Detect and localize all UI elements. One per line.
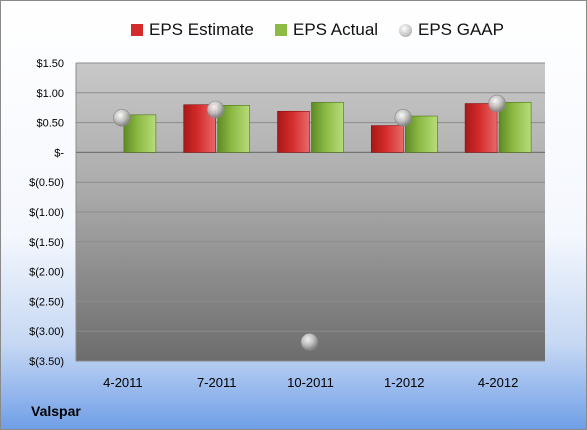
y-tick-label: $1.00 <box>36 88 64 100</box>
y-tick-label: $(2.00) <box>29 267 64 279</box>
y-tick-label: $(1.50) <box>29 237 64 249</box>
x-tick-label: 7-2011 <box>197 375 237 390</box>
marker-eps-gaap <box>394 109 413 127</box>
company-name: Valspar <box>31 403 81 419</box>
bar-eps-actual <box>311 102 344 153</box>
y-tick-label: $1.50 <box>36 58 64 70</box>
legend-swatch-estimate <box>131 24 143 36</box>
y-tick-label: $0.50 <box>36 118 64 130</box>
legend-label-gaap: EPS GAAP <box>418 20 504 39</box>
y-tick-label: $(3.50) <box>29 356 64 368</box>
y-tick-label: $(0.50) <box>29 177 64 189</box>
x-tick-label: 1-2012 <box>384 375 424 390</box>
legend-item-eps-gaap: EPS GAAP <box>399 17 504 43</box>
y-tick-label: $- <box>54 147 64 159</box>
legend-label-actual: EPS Actual <box>293 20 379 39</box>
x-tick-label: 10-2011 <box>287 375 334 390</box>
y-tick-label: $(1.00) <box>29 207 64 219</box>
legend-marker-gaap <box>399 23 412 37</box>
marker-eps-gaap <box>300 333 319 351</box>
y-tick-label: $(3.00) <box>29 326 64 338</box>
legend-label-estimate: EPS Estimate <box>149 20 254 39</box>
legend-swatch-actual <box>275 24 287 36</box>
marker-eps-gaap <box>488 94 506 113</box>
legend-item-eps-actual: EPS Actual <box>275 17 378 43</box>
bar-eps-estimate <box>277 110 310 153</box>
legend: EPS Estimate EPS Actual EPS GAAP <box>1 17 586 43</box>
bar-eps-estimate <box>370 125 404 153</box>
legend-item-eps-estimate: EPS Estimate <box>131 17 254 43</box>
bar-eps-actual <box>498 102 532 153</box>
marker-eps-gaap <box>206 100 225 119</box>
x-tick-label: 4-2012 <box>478 375 518 390</box>
marker-eps-gaap <box>113 109 131 127</box>
x-tick-label: 4-2011 <box>103 375 143 390</box>
y-tick-label: $(2.50) <box>29 296 64 308</box>
bar-eps-estimate <box>464 103 498 153</box>
